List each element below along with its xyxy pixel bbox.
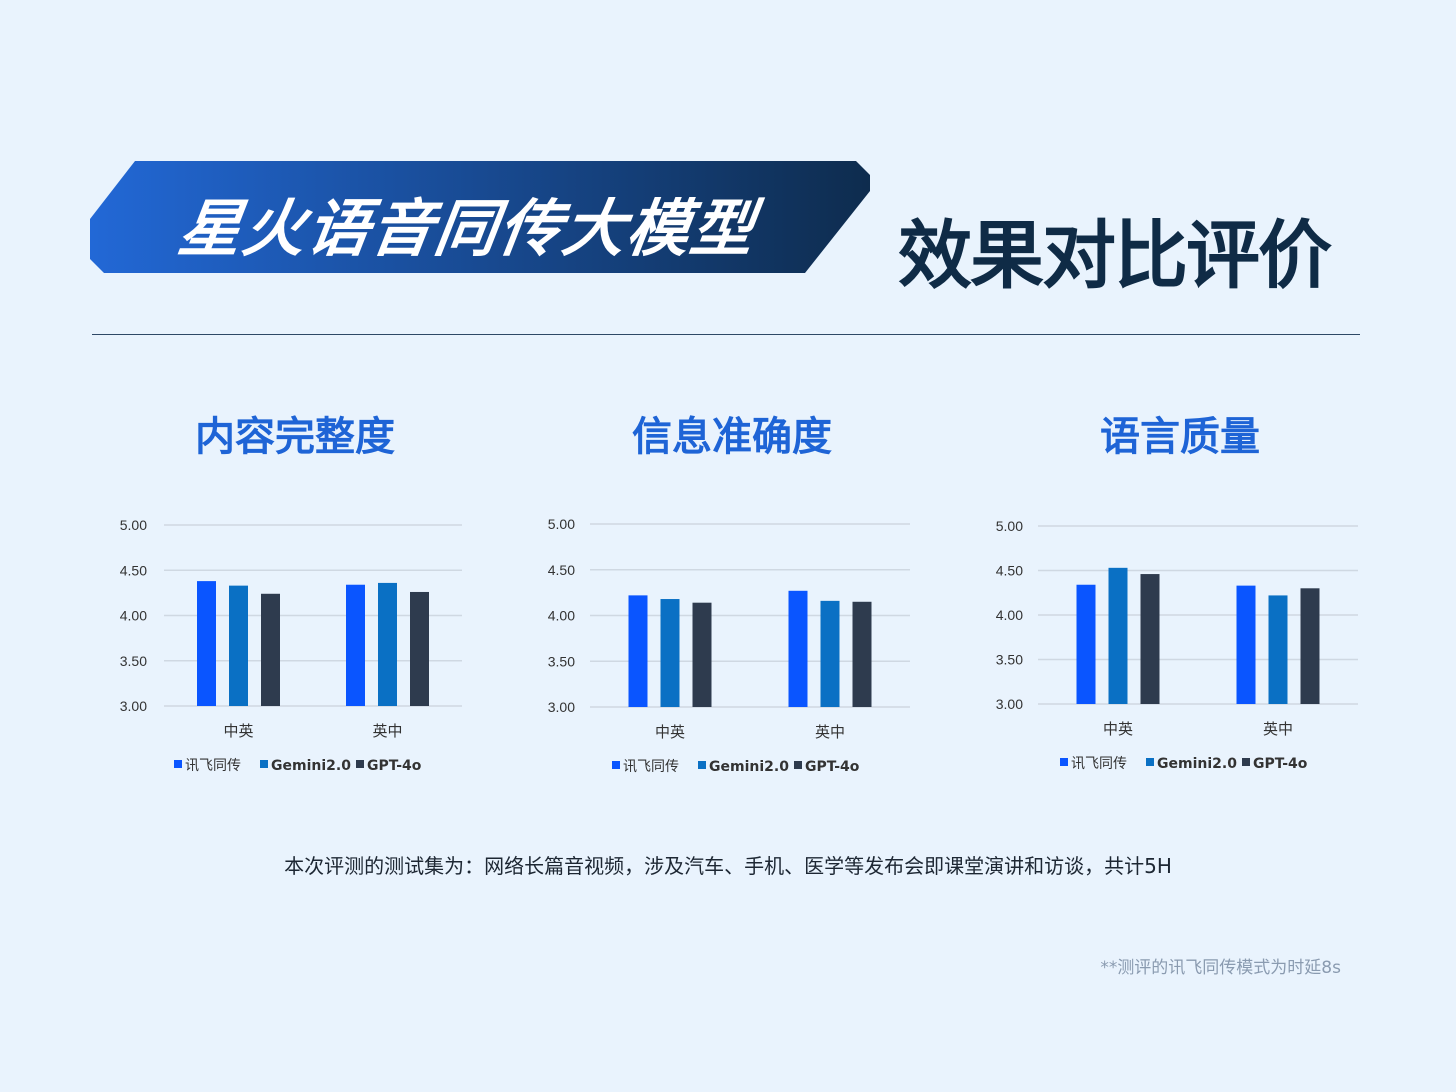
legend-swatch bbox=[356, 760, 364, 768]
legend-label: GPT-4o bbox=[1253, 756, 1308, 772]
bar-GPT-4o bbox=[410, 591, 429, 706]
y-tick-label: 4.50 bbox=[996, 563, 1023, 579]
legend-swatch bbox=[1060, 758, 1068, 766]
legend-swatch bbox=[1146, 758, 1154, 766]
y-tick-label: 3.50 bbox=[548, 653, 575, 669]
y-tick-label: 5.00 bbox=[548, 516, 575, 532]
bar-Gemini2.0 bbox=[820, 600, 840, 707]
legend-label: 讯飞同传 bbox=[1071, 756, 1127, 772]
y-tick-label: 5.00 bbox=[996, 518, 1023, 534]
y-tick-label: 3.50 bbox=[996, 652, 1023, 668]
y-tick-label: 4.50 bbox=[548, 562, 575, 578]
legend-swatch bbox=[260, 760, 268, 768]
legend-swatch bbox=[794, 761, 802, 769]
bar-讯飞同传 bbox=[1236, 585, 1256, 704]
legend-label: 讯飞同传 bbox=[185, 758, 241, 774]
legend-label: Gemini2.0 bbox=[271, 758, 351, 774]
x-tick-label: 中英 bbox=[655, 723, 685, 741]
x-tick-label: 中英 bbox=[223, 722, 253, 740]
legend-label: GPT-4o bbox=[367, 758, 422, 774]
bar-Gemini2.0 bbox=[1268, 595, 1288, 704]
bar-讯飞同传 bbox=[1076, 584, 1096, 704]
chart-title-accuracy: 信息准确度 bbox=[632, 414, 832, 460]
x-tick-label: 英中 bbox=[372, 722, 402, 740]
bar-Gemini2.0 bbox=[378, 582, 397, 706]
chart-title-quality: 语言质量 bbox=[1100, 414, 1260, 460]
bar-Gemini2.0 bbox=[660, 599, 680, 707]
bar-GPT-4o bbox=[692, 602, 712, 707]
legend-swatch bbox=[698, 761, 706, 769]
headline: 效果对比评价 bbox=[898, 213, 1332, 299]
y-tick-label: 4.00 bbox=[996, 607, 1023, 623]
bar-GPT-4o bbox=[261, 593, 280, 706]
bar-GPT-4o bbox=[1140, 574, 1160, 704]
x-tick-label: 中英 bbox=[1103, 720, 1133, 738]
test-set-note: 本次评测的测试集为：网络长篇音视频，涉及汽车、手机、医学等发布会即课堂演讲和访谈… bbox=[284, 854, 1172, 878]
chart-title-completeness: 内容完整度 bbox=[195, 414, 395, 460]
bar-讯飞同传 bbox=[197, 581, 216, 706]
x-tick-label: 英中 bbox=[815, 723, 845, 741]
x-tick-label: 英中 bbox=[1263, 720, 1293, 738]
legend-swatch bbox=[612, 761, 620, 769]
bar-讯飞同传 bbox=[788, 590, 808, 707]
y-tick-label: 5.00 bbox=[120, 517, 147, 533]
legend-label: 讯飞同传 bbox=[623, 759, 679, 775]
legend-swatch bbox=[1242, 758, 1250, 766]
legend-label: Gemini2.0 bbox=[709, 759, 789, 775]
legend-label: Gemini2.0 bbox=[1157, 756, 1237, 772]
bar-Gemini2.0 bbox=[229, 585, 248, 706]
y-tick-label: 3.00 bbox=[120, 698, 147, 714]
bar-Gemini2.0 bbox=[1108, 567, 1128, 704]
legend-swatch bbox=[174, 760, 182, 768]
bar-GPT-4o bbox=[852, 601, 872, 707]
divider bbox=[92, 334, 1360, 335]
y-tick-label: 3.50 bbox=[120, 653, 147, 669]
y-tick-label: 4.00 bbox=[120, 608, 147, 624]
y-tick-label: 3.00 bbox=[548, 699, 575, 715]
bar-讯飞同传 bbox=[628, 595, 648, 707]
bar-GPT-4o bbox=[1300, 588, 1320, 704]
banner-title: 星火语音同传大模型 bbox=[174, 192, 761, 265]
y-tick-label: 4.50 bbox=[120, 562, 147, 578]
legend-label: GPT-4o bbox=[805, 759, 860, 775]
y-tick-label: 3.00 bbox=[996, 696, 1023, 712]
title-banner bbox=[90, 161, 870, 273]
footnote: **测评的讯飞同传模式为时延8s bbox=[1100, 958, 1341, 978]
y-tick-label: 4.00 bbox=[548, 608, 575, 624]
bar-讯飞同传 bbox=[346, 584, 365, 706]
